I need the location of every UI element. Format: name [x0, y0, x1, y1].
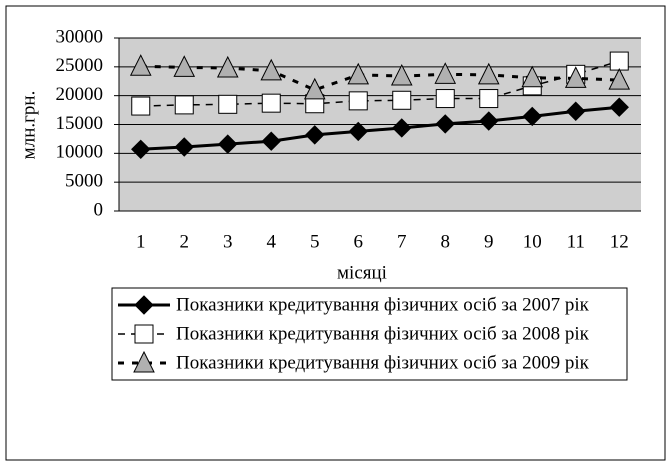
marker: [260, 58, 283, 81]
marker: [390, 63, 413, 86]
x-tick-label: 8: [441, 231, 451, 252]
marker: [305, 125, 325, 145]
marker: [129, 54, 152, 76]
marker: [609, 51, 629, 71]
marker: [218, 94, 238, 114]
marker: [303, 77, 326, 100]
marker: [347, 62, 370, 85]
marker: [216, 55, 239, 78]
marker: [434, 62, 457, 84]
marker: [564, 66, 587, 88]
y-tick-label: 5000: [65, 171, 103, 192]
marker: [609, 97, 629, 117]
x-tick-label: 1: [136, 231, 146, 252]
x-tick-label: 5: [310, 231, 320, 252]
marker: [348, 121, 368, 142]
x-tick-label: 9: [484, 231, 494, 252]
legend-label: Показники кредитування фізичних осіб за …: [176, 323, 590, 344]
y-tick-label: 10000: [56, 142, 104, 163]
marker: [174, 137, 194, 157]
y-tick-label: 20000: [56, 84, 104, 105]
marker: [479, 111, 499, 131]
marker: [522, 106, 542, 127]
marker: [566, 101, 586, 121]
marker: [435, 89, 455, 109]
y-tick-label: 0: [94, 199, 104, 220]
marker: [477, 62, 500, 85]
legend-marker: [134, 324, 154, 344]
marker: [479, 89, 499, 109]
y-tick-label: 15000: [56, 113, 104, 134]
x-axis-title: місяці: [337, 262, 387, 283]
x-tick-label: 3: [223, 231, 233, 252]
x-tick-label: 10: [523, 231, 542, 252]
x-tick-label: 11: [567, 231, 585, 252]
x-tick-label: 12: [610, 231, 629, 252]
marker: [521, 65, 544, 88]
legend-marker: [134, 295, 154, 315]
marker: [392, 118, 412, 138]
marker: [261, 93, 281, 113]
x-tick-label: 6: [354, 231, 364, 252]
x-tick-label: 2: [180, 231, 190, 252]
marker: [174, 95, 194, 115]
marker: [131, 139, 151, 160]
x-tick-label: 7: [397, 231, 407, 252]
y-tick-label: 30000: [56, 26, 104, 47]
marker: [348, 91, 368, 111]
marker: [131, 96, 151, 116]
y-tick-label: 25000: [56, 55, 104, 76]
marker: [173, 55, 196, 77]
marker: [608, 67, 631, 90]
legend-label: Показники кредитування фізичних осіб за …: [176, 294, 590, 315]
legend-box: [111, 287, 628, 381]
marker: [261, 131, 281, 151]
marker: [218, 134, 238, 154]
marker: [435, 114, 455, 134]
marker: [392, 90, 412, 110]
legend-label: Показники кредитування фізичних осіб за …: [176, 352, 590, 373]
legend-marker: [133, 350, 155, 373]
y-axis-title: млн.грн.: [18, 91, 39, 160]
x-tick-label: 4: [267, 231, 277, 252]
